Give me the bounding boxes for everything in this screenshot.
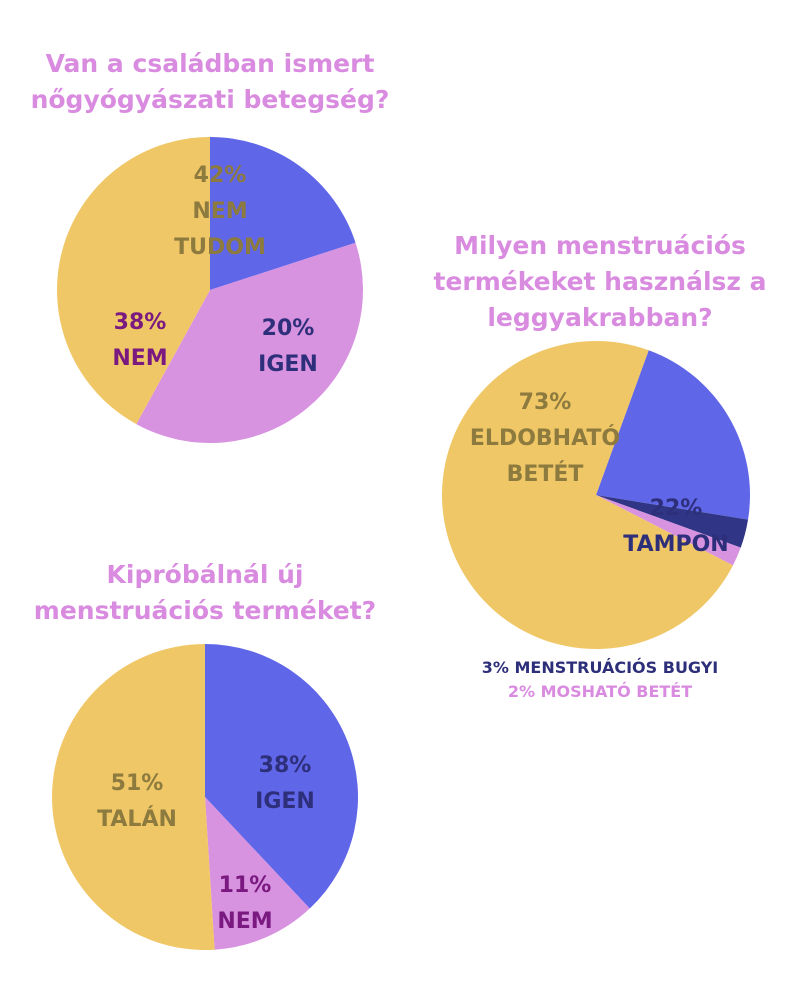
slice-label-line: 11% [219, 873, 272, 898]
legend-menstrual-underwear: 3% MENSTRUÁCIÓS BUGYI [481, 658, 719, 677]
title-line: leggyakrabban? [487, 303, 713, 332]
title-line: Milyen menstruációs [454, 231, 746, 260]
slice-label: 51% TALÁN [97, 771, 177, 832]
slice-label-line: NEM [112, 346, 167, 371]
pie-slice-nem [136, 242, 363, 443]
pie-slice-nem [205, 797, 310, 950]
slice-label: 42% NEM TUDOM [174, 163, 266, 260]
slice-label-line: ELDOBHATÓ [470, 425, 620, 451]
slice-label-line: 73% [519, 390, 572, 415]
slice-label-line: NEM [217, 909, 272, 934]
chart-title-try-new-product: Kipróbálnál új menstruációs terméket? [0, 557, 410, 629]
slice-label-line: BETÉT [507, 461, 584, 487]
title-line: Kipróbálnál új [106, 560, 304, 589]
slice-label-line: 42% [194, 163, 247, 188]
slice-label-line: 38% [259, 753, 312, 778]
title-line: Van a családban ismert [45, 49, 375, 78]
slice-label-line: TALÁN [97, 806, 177, 832]
slice-label-line: 22% [650, 496, 703, 521]
slice-label-line: 20% [262, 316, 315, 341]
slice-label-line: IGEN [255, 789, 315, 814]
slice-label: 20% IGEN [258, 316, 318, 377]
title-line: termékeket használsz a [433, 267, 767, 296]
pie-slice-eldobható-betét [441, 341, 733, 650]
pie-slice-talán [52, 644, 215, 950]
pie-slice-igen [210, 137, 356, 290]
pie-slice-mosható-betét [596, 495, 741, 566]
title-line: nőgyógyászati betegség? [30, 85, 390, 114]
pie-slice-igen [205, 644, 359, 909]
slice-label-line: TAMPON [623, 532, 728, 557]
chart-title-family-disease: Van a családban ismert nőgyógyászati bet… [0, 46, 420, 118]
slice-label: 38% NEM [112, 310, 167, 371]
slice-label-line: IGEN [258, 352, 318, 377]
pie-slice-nem-tudom [57, 137, 211, 425]
slice-label: 22% TAMPON [623, 496, 728, 557]
pie-slice-menstruációs-bugyi [596, 495, 749, 548]
title-line: menstruációs terméket? [33, 596, 377, 625]
slice-label: 11% NEM [217, 873, 272, 934]
legend-reusable-pad: 2% MOSHATÓ BETÉT [507, 682, 693, 701]
slice-label-line: NEM [192, 199, 247, 224]
slice-label-line: 51% [111, 771, 164, 796]
slice-label-line: 38% [114, 310, 167, 335]
chart-title-menstrual-products: Milyen menstruációs termékeket használsz… [400, 228, 800, 336]
pie-slice-tampon [596, 350, 751, 520]
slice-label: 73% ELDOBHATÓ BETÉT [470, 390, 620, 487]
slice-label-line: TUDOM [174, 235, 266, 260]
slice-label: 38% IGEN [255, 753, 315, 814]
